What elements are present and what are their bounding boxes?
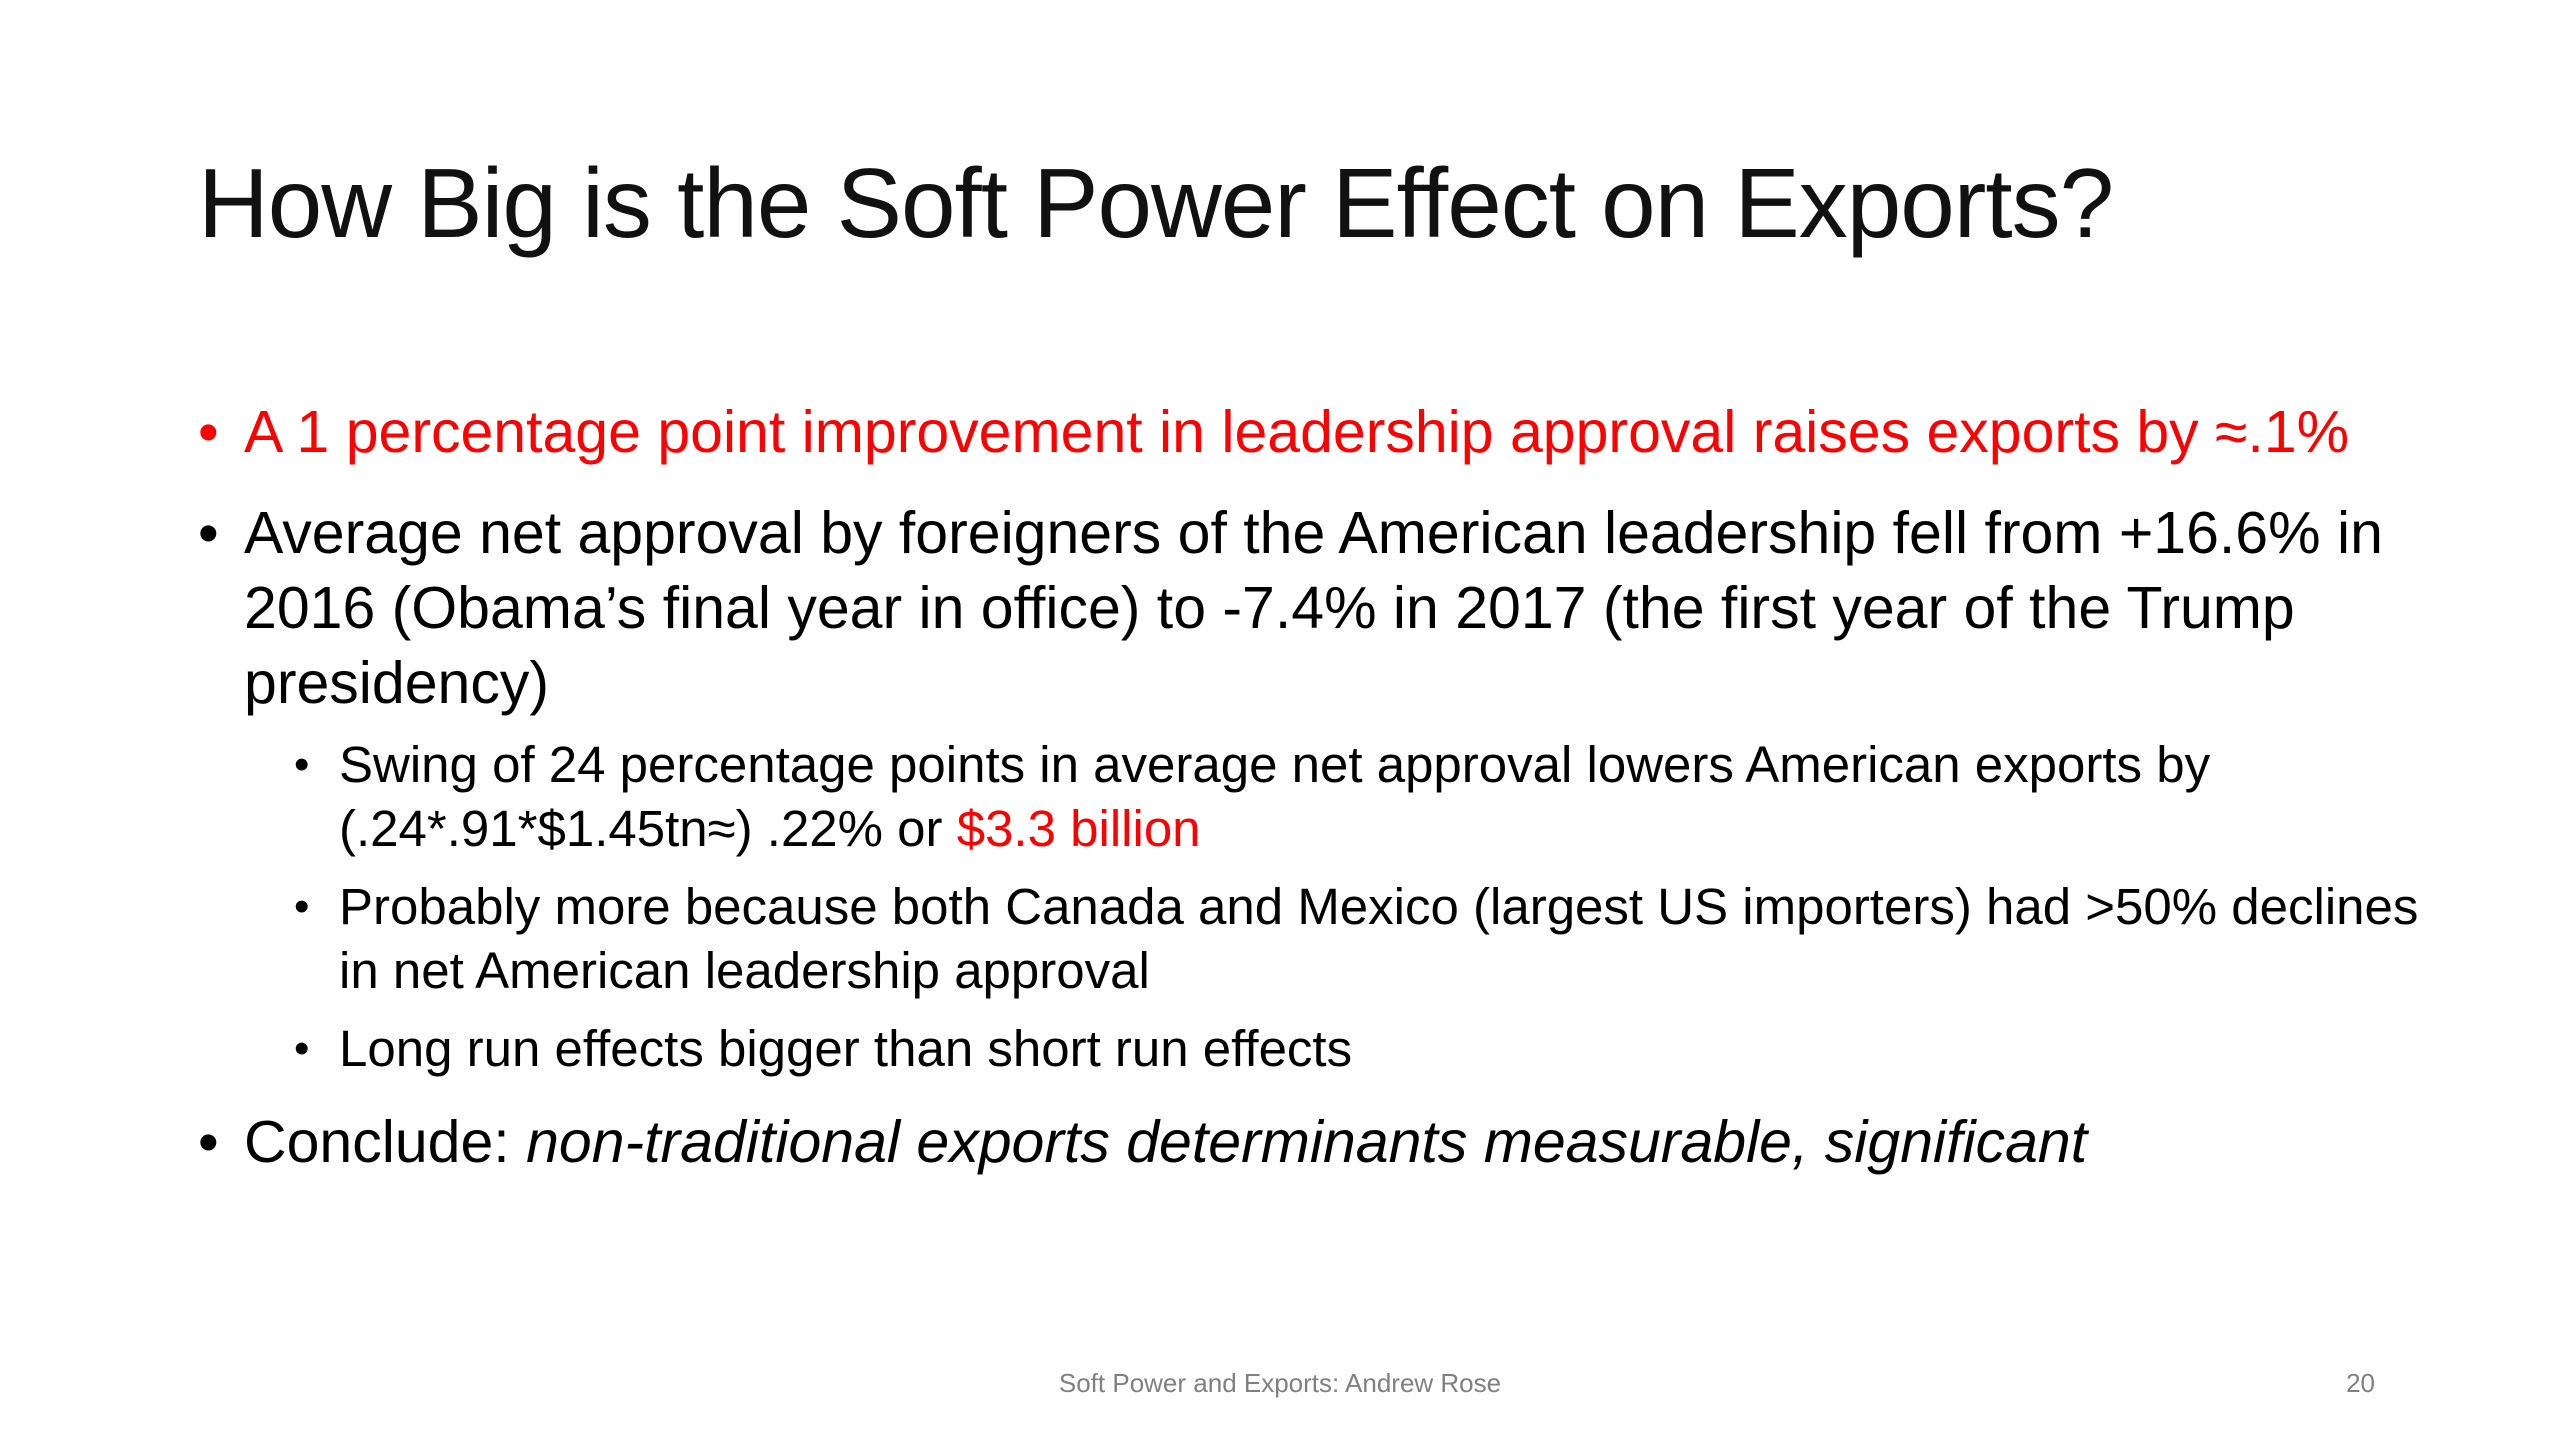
sub-bullet-long-run: • Long run effects bigger than short run… — [294, 1017, 2428, 1081]
page-number: 20 — [2346, 1368, 2375, 1398]
sub-bullet-canada-mexico: • Probably more because both Canada and … — [294, 875, 2428, 1003]
bullet-text: Average net approval by foreigners of th… — [244, 500, 2383, 716]
bullet-conclude: • Conclude: non-traditional exports dete… — [198, 1105, 2428, 1180]
bullet-text: A 1 percentage point improvement in lead… — [244, 399, 2350, 465]
bullet-dot: • — [294, 1024, 310, 1073]
bullet-dot: • — [294, 740, 310, 789]
slide-footer: Soft Power and Exports: Andrew Rose — [1058, 1368, 1502, 1398]
bullet-leadership-approval: • A 1 percentage point improvement in le… — [198, 395, 2428, 470]
conclude-label: Conclude: — [244, 1109, 527, 1175]
sub-bullet-text: Long run effects bigger than short run e… — [339, 1020, 1353, 1077]
conclude-italic-text: non-traditional exports determinants mea… — [526, 1109, 2088, 1175]
sub-bullet-list: • Swing of 24 percentage points in avera… — [198, 733, 2428, 1081]
bullet-dot: • — [198, 1109, 219, 1175]
highlight-amount: $3.3 billion — [956, 800, 1201, 857]
sub-bullet-swing: • Swing of 24 percentage points in avera… — [294, 733, 2428, 861]
bullet-dot: • — [198, 399, 219, 465]
bullet-net-approval: • Average net approval by foreigners of … — [198, 496, 2428, 721]
slide-content: • A 1 percentage point improvement in le… — [198, 395, 2428, 1206]
bullet-dot: • — [198, 500, 219, 566]
sub-bullet-text: Swing of 24 percentage points in average… — [339, 736, 2211, 857]
slide-title: How Big is the Soft Power Effect on Expo… — [198, 148, 2114, 258]
bullet-dot: • — [294, 882, 310, 931]
sub-bullet-text: Probably more because both Canada and Me… — [339, 878, 2419, 999]
